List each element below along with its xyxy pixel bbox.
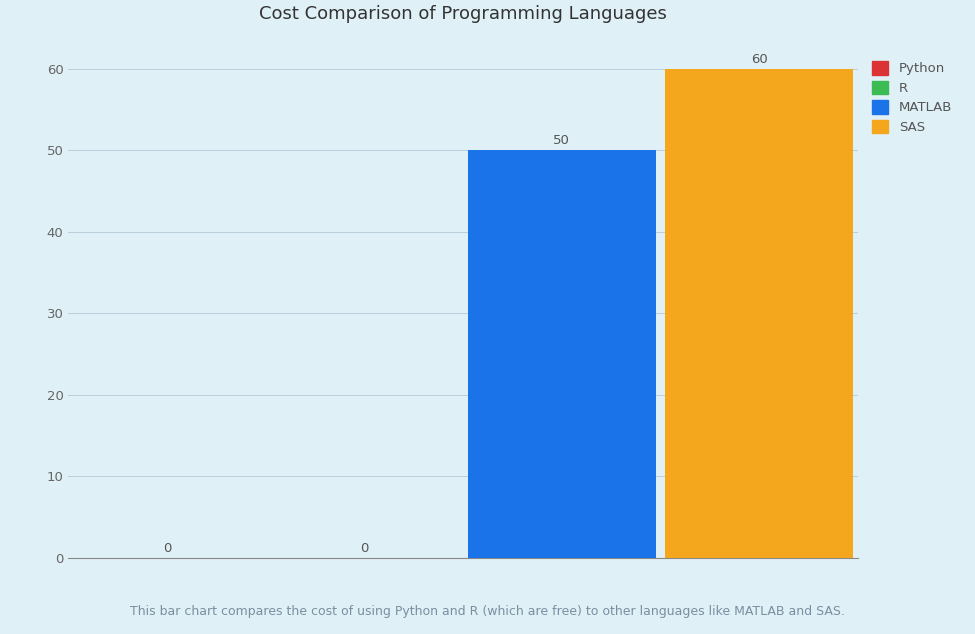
Title: Cost Comparison of Programming Languages: Cost Comparison of Programming Languages	[259, 5, 667, 23]
Text: 50: 50	[554, 134, 570, 147]
Text: 60: 60	[751, 53, 767, 65]
Text: 0: 0	[360, 541, 369, 555]
Text: This bar chart compares the cost of using Python and R (which are free) to other: This bar chart compares the cost of usin…	[130, 605, 845, 618]
Bar	[666, 69, 853, 558]
Bar	[468, 150, 655, 558]
Legend: Python, R, MATLAB, SAS: Python, R, MATLAB, SAS	[873, 61, 953, 134]
Text: 0: 0	[163, 541, 172, 555]
